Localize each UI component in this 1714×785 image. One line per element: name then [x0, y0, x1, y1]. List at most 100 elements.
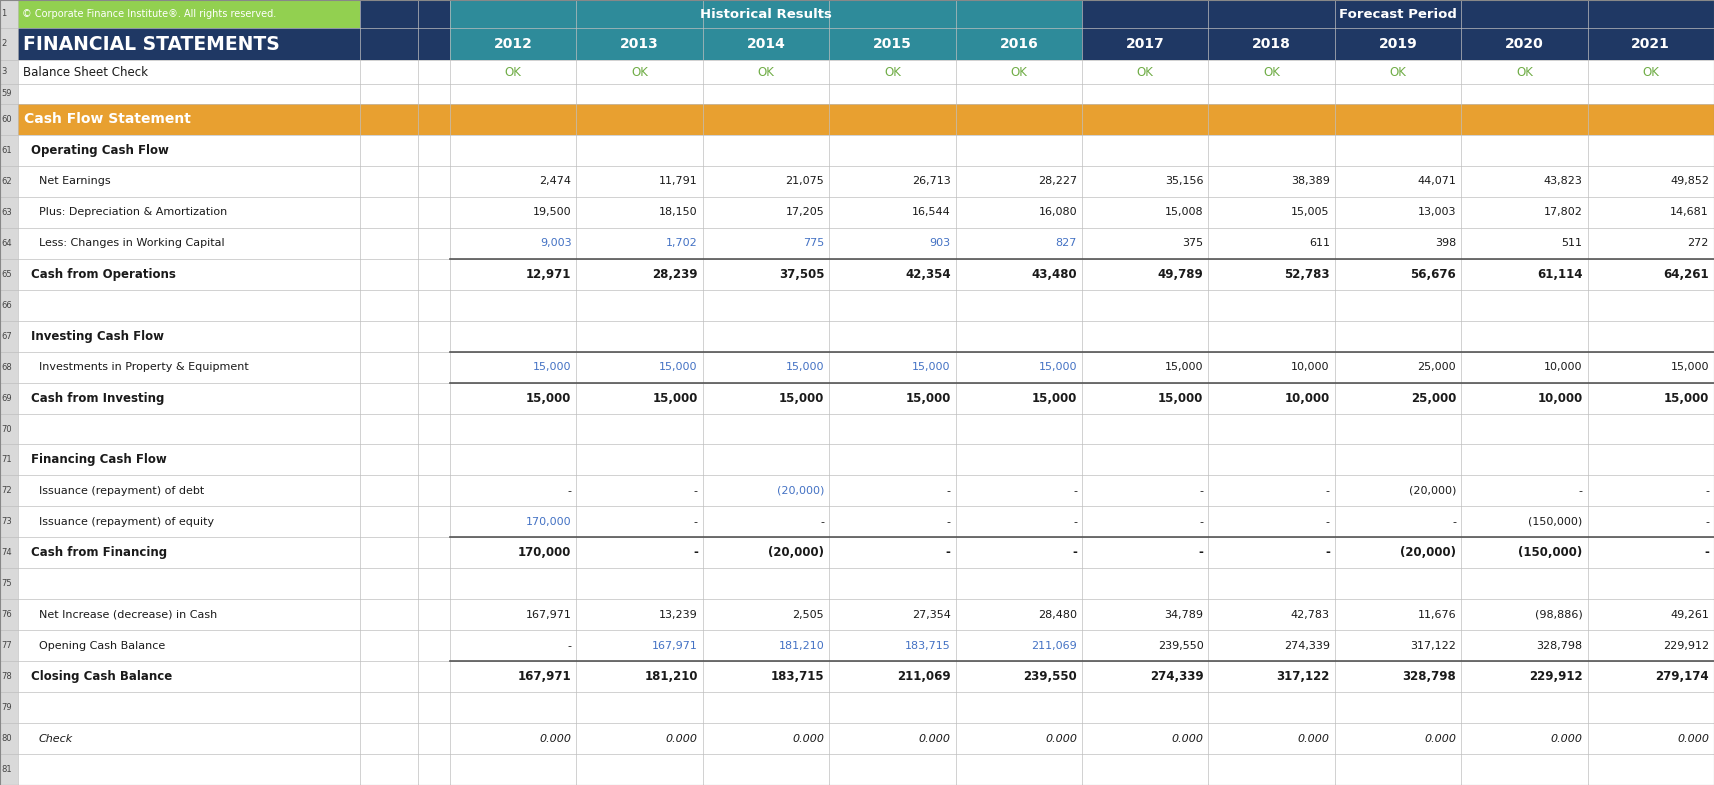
Text: 65: 65: [2, 270, 12, 279]
Text: 328,798: 328,798: [1402, 670, 1457, 683]
Text: 15,000: 15,000: [905, 392, 951, 404]
Text: -: -: [1325, 546, 1330, 560]
Text: 274,339: 274,339: [1150, 670, 1203, 683]
Text: OK: OK: [1010, 65, 1027, 78]
Text: 239,550: 239,550: [1023, 670, 1076, 683]
Text: (150,000): (150,000): [1529, 517, 1582, 527]
Text: OK: OK: [1390, 65, 1407, 78]
Bar: [0, 352, 19, 382]
Bar: [19, 104, 1714, 135]
Text: -: -: [1200, 517, 1203, 527]
Text: 2012: 2012: [494, 37, 533, 51]
Text: 77: 77: [2, 641, 12, 650]
Text: Cash from Financing: Cash from Financing: [31, 546, 168, 560]
Text: 0.000: 0.000: [792, 733, 824, 743]
Bar: [0, 661, 19, 692]
Text: 15,000: 15,000: [660, 362, 698, 372]
Text: -: -: [1327, 486, 1330, 496]
Text: OK: OK: [884, 65, 902, 78]
Text: -: -: [1200, 486, 1203, 496]
Text: 167,971: 167,971: [518, 670, 571, 683]
Bar: [0, 259, 19, 290]
Text: (20,000): (20,000): [768, 546, 824, 560]
Text: OK: OK: [1263, 65, 1280, 78]
Text: 2015: 2015: [872, 37, 912, 51]
Text: 42,354: 42,354: [905, 268, 951, 281]
Text: 328,798: 328,798: [1536, 641, 1582, 651]
Text: 68: 68: [2, 363, 12, 371]
Text: 2013: 2013: [620, 37, 658, 51]
Text: 398: 398: [1435, 239, 1457, 248]
Text: 15,005: 15,005: [1291, 207, 1330, 217]
Text: 15,000: 15,000: [653, 392, 698, 404]
Text: 2018: 2018: [1253, 37, 1291, 51]
Text: Cash from Operations: Cash from Operations: [31, 268, 177, 281]
Text: -: -: [946, 517, 951, 527]
Text: Less: Changes in Working Capital: Less: Changes in Working Capital: [39, 239, 225, 248]
Text: 167,971: 167,971: [651, 641, 698, 651]
Text: Operating Cash Flow: Operating Cash Flow: [31, 144, 170, 157]
Bar: [0, 166, 19, 197]
Text: FINANCIAL STATEMENTS: FINANCIAL STATEMENTS: [22, 35, 279, 53]
Bar: [19, 28, 1714, 60]
Text: 62: 62: [2, 177, 12, 186]
Bar: [0, 538, 19, 568]
Bar: [0, 197, 19, 228]
Text: 11,791: 11,791: [660, 177, 698, 186]
Text: 26,713: 26,713: [912, 177, 951, 186]
Text: 52,783: 52,783: [1284, 268, 1330, 281]
Text: 317,122: 317,122: [1277, 670, 1330, 683]
Text: 67: 67: [2, 331, 12, 341]
Text: 183,715: 183,715: [771, 670, 824, 683]
Text: -: -: [567, 486, 571, 496]
Text: 61: 61: [2, 146, 12, 155]
Bar: [0, 0, 19, 28]
Text: 0.000: 0.000: [1676, 733, 1709, 743]
Text: 1: 1: [2, 9, 7, 19]
Text: 81: 81: [2, 765, 12, 774]
Text: 15,000: 15,000: [912, 362, 951, 372]
Text: Historical Results: Historical Results: [699, 8, 831, 20]
Text: -: -: [946, 486, 951, 496]
Text: 15,000: 15,000: [1159, 392, 1203, 404]
Text: 0.000: 0.000: [919, 733, 951, 743]
Text: 0.000: 0.000: [1297, 733, 1330, 743]
Text: 49,789: 49,789: [1157, 268, 1203, 281]
Text: Financing Cash Flow: Financing Cash Flow: [31, 454, 166, 466]
Text: 72: 72: [2, 487, 12, 495]
Text: -: -: [1705, 517, 1709, 527]
Text: Closing Cash Balance: Closing Cash Balance: [31, 670, 171, 683]
Text: 13,239: 13,239: [660, 610, 698, 619]
Text: 25,000: 25,000: [1411, 392, 1457, 404]
Text: (20,000): (20,000): [1400, 546, 1457, 560]
Text: 15,000: 15,000: [1166, 362, 1203, 372]
Text: 229,912: 229,912: [1529, 670, 1582, 683]
Bar: [19, 0, 360, 28]
Text: 1,702: 1,702: [667, 239, 698, 248]
Text: -: -: [1704, 546, 1709, 560]
Text: Balance Sheet Check: Balance Sheet Check: [22, 65, 147, 78]
Text: 73: 73: [2, 517, 12, 527]
Text: 15,000: 15,000: [526, 392, 571, 404]
Bar: [0, 321, 19, 352]
Text: (20,000): (20,000): [776, 486, 824, 496]
Bar: [0, 506, 19, 538]
Text: 16,080: 16,080: [1039, 207, 1076, 217]
Text: (98,886): (98,886): [1534, 610, 1582, 619]
Text: 61,114: 61,114: [1537, 268, 1582, 281]
Text: 69: 69: [2, 393, 12, 403]
Text: 181,210: 181,210: [778, 641, 824, 651]
Text: -: -: [1073, 546, 1076, 560]
Text: 15,000: 15,000: [778, 392, 824, 404]
Text: 15,000: 15,000: [1032, 392, 1076, 404]
Text: 2,474: 2,474: [540, 177, 571, 186]
Text: OK: OK: [631, 65, 648, 78]
Text: © Corporate Finance Institute®. All rights reserved.: © Corporate Finance Institute®. All righ…: [22, 9, 276, 19]
Text: -: -: [567, 641, 571, 651]
Text: 66: 66: [2, 301, 12, 310]
Text: OK: OK: [1642, 65, 1659, 78]
Text: 2,505: 2,505: [792, 610, 824, 619]
Bar: [19, 0, 1714, 28]
Text: Net Earnings: Net Earnings: [39, 177, 111, 186]
Text: 80: 80: [2, 734, 12, 743]
